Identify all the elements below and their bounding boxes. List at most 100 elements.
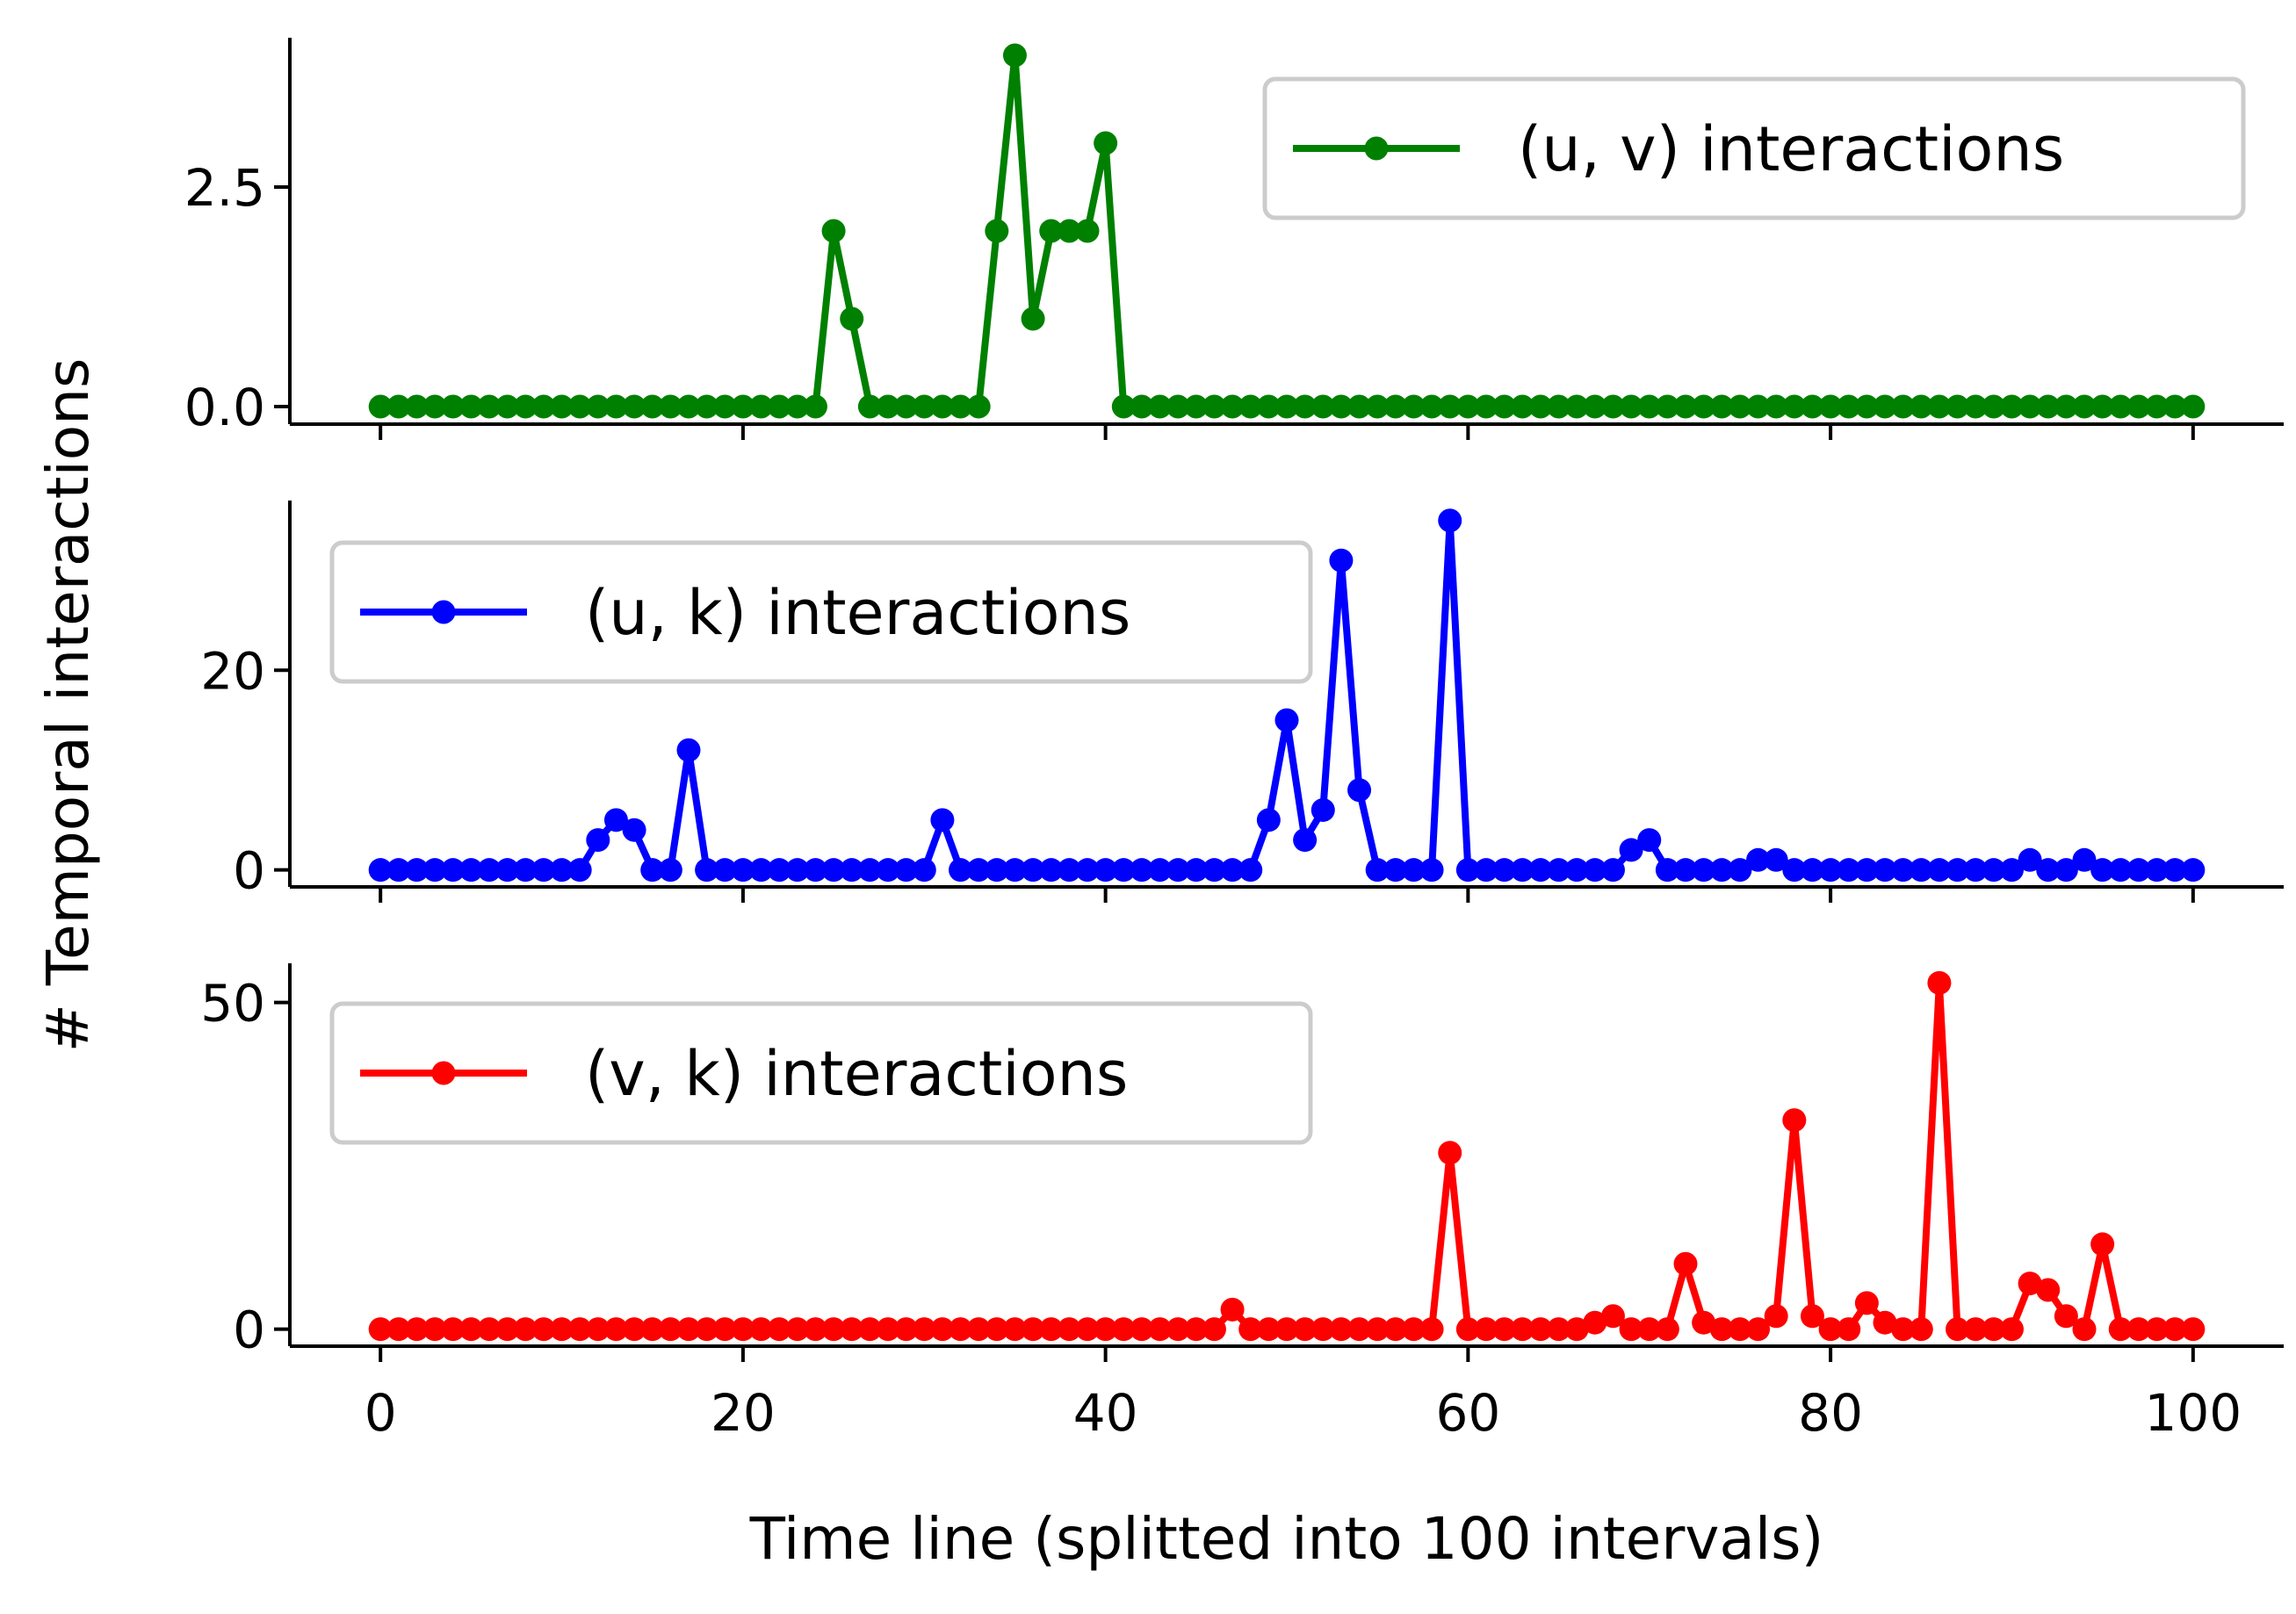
- data-point: [1637, 828, 1662, 853]
- data-point: [1764, 394, 1788, 419]
- data-point: [1728, 394, 1752, 419]
- data-point: [1854, 1291, 1879, 1315]
- data-point: [676, 738, 701, 762]
- data-point: [495, 858, 520, 883]
- data-point: [949, 394, 973, 419]
- data-point: [1692, 858, 1716, 883]
- data-point: [821, 219, 846, 243]
- data-point: [1293, 828, 1318, 853]
- data-point: [1184, 1317, 1209, 1342]
- data-point: [2126, 1317, 2151, 1342]
- data-point: [803, 858, 827, 883]
- data-point: [441, 394, 466, 419]
- data-point: [894, 858, 919, 883]
- x-axis-title: Time line (splitted into 100 intervals): [749, 1505, 1824, 1573]
- data-point: [1637, 394, 1662, 419]
- data-point: [1564, 1317, 1589, 1342]
- data-point: [658, 858, 682, 883]
- data-point: [1401, 394, 1426, 419]
- data-point: [930, 394, 955, 419]
- data-point: [803, 394, 827, 419]
- data-point: [695, 1317, 719, 1342]
- data-point: [857, 1317, 882, 1342]
- data-point: [1909, 394, 1933, 419]
- data-point: [1474, 858, 1498, 883]
- data-point: [1075, 219, 1100, 243]
- data-point: [876, 1317, 900, 1342]
- data-point: [1510, 858, 1534, 883]
- data-point: [1474, 1317, 1498, 1342]
- data-point: [1891, 394, 1916, 419]
- data-point: [2018, 847, 2042, 872]
- data-point: [1002, 43, 1027, 68]
- data-point: [1510, 1317, 1534, 1342]
- data-point: [640, 1317, 665, 1342]
- data-point: [1946, 1317, 1970, 1342]
- data-point: [949, 858, 973, 883]
- data-point: [985, 1317, 1009, 1342]
- data-point: [477, 1317, 502, 1342]
- data-point: [1220, 394, 1245, 419]
- panel-1: 0.0 2.5 (u, v) interactions: [184, 38, 2284, 440]
- data-point: [912, 858, 936, 883]
- data-point: [1692, 394, 1716, 419]
- data-point: [2072, 1317, 2097, 1342]
- data-point: [2181, 858, 2206, 883]
- data-point: [1238, 858, 1263, 883]
- data-point: [2145, 858, 2170, 883]
- data-point: [1800, 394, 1824, 419]
- panel-2: 0 20 (u, k) interactions: [200, 501, 2284, 903]
- data-point: [1782, 1108, 1807, 1133]
- x-tick-label: 0: [365, 1383, 397, 1443]
- data-point: [1111, 1317, 1136, 1342]
- legend-label: (u, k) interactions: [585, 577, 1130, 649]
- data-point: [1057, 1317, 1081, 1342]
- data-point: [1655, 1317, 1679, 1342]
- data-point: [1220, 1297, 1245, 1322]
- data-point: [1528, 858, 1553, 883]
- data-point: [1909, 858, 1933, 883]
- data-point: [894, 394, 919, 419]
- data-point: [603, 394, 628, 419]
- data-point: [894, 1317, 919, 1342]
- data-point: [1927, 970, 1952, 995]
- data-point: [1746, 847, 1771, 872]
- data-point: [1673, 394, 1698, 419]
- data-point: [1075, 1317, 1100, 1342]
- data-point: [1927, 394, 1952, 419]
- data-point: [1709, 858, 1734, 883]
- data-point: [368, 1317, 393, 1342]
- data-point: [2090, 1232, 2115, 1257]
- data-point: [1655, 858, 1679, 883]
- data-point: [1130, 1317, 1154, 1342]
- data-point: [386, 858, 411, 883]
- data-point: [731, 858, 755, 883]
- data-point: [840, 306, 864, 331]
- data-point: [1600, 1304, 1625, 1329]
- legend: (u, k) interactions: [329, 540, 1313, 684]
- legend: (v, k) interactions: [329, 1001, 1313, 1145]
- data-point: [1547, 394, 1571, 419]
- data-point: [1746, 394, 1771, 419]
- data-point: [731, 394, 755, 419]
- data-point: [1419, 394, 1444, 419]
- data-point: [2162, 394, 2187, 419]
- data-point: [1347, 1317, 1372, 1342]
- data-point: [1619, 838, 1643, 862]
- data-point: [785, 394, 810, 419]
- data-point: [912, 394, 936, 419]
- data-point: [1148, 1317, 1173, 1342]
- data-point: [1274, 1317, 1299, 1342]
- data-point: [2054, 1304, 2078, 1329]
- data-point: [1365, 394, 1390, 419]
- data-point: [622, 1317, 646, 1342]
- data-point: [1111, 394, 1136, 419]
- data-point: [1383, 1317, 1408, 1342]
- data-point: [2072, 394, 2097, 419]
- data-point: [821, 1317, 846, 1342]
- data-point: [785, 858, 810, 883]
- data-point: [550, 394, 574, 419]
- y-tick-label: 0: [233, 1301, 265, 1360]
- data-point: [1800, 1304, 1824, 1329]
